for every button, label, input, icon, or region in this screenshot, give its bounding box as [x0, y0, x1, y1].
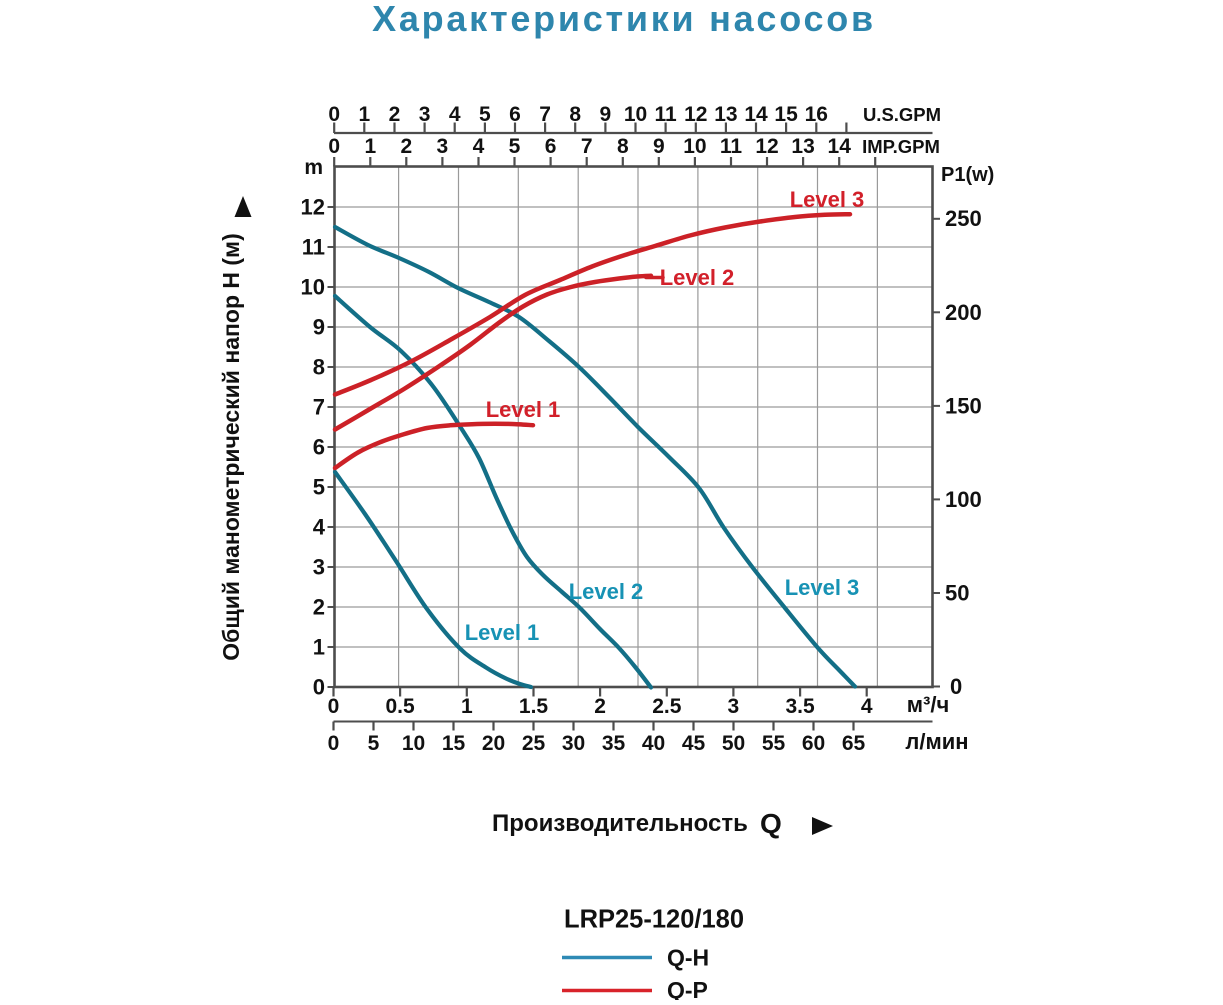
svg-text:150: 150 — [945, 393, 982, 418]
svg-text:0: 0 — [328, 695, 340, 718]
svg-text:10: 10 — [624, 103, 647, 126]
svg-text:8: 8 — [313, 355, 325, 380]
svg-text:0.5: 0.5 — [385, 695, 415, 718]
svg-text:5: 5 — [479, 103, 491, 126]
svg-text:4: 4 — [473, 135, 485, 158]
svg-text:2: 2 — [389, 103, 401, 126]
svg-text:7: 7 — [581, 135, 593, 158]
svg-text:Level 1: Level 1 — [486, 397, 561, 422]
svg-text:0: 0 — [950, 674, 962, 699]
svg-text:10: 10 — [301, 275, 325, 300]
svg-text:0: 0 — [328, 135, 340, 158]
svg-text:11: 11 — [302, 235, 325, 260]
svg-text:10: 10 — [683, 135, 706, 158]
svg-text:Q-H: Q-H — [667, 945, 709, 971]
svg-text:9: 9 — [653, 135, 665, 158]
svg-text:1.5: 1.5 — [519, 695, 549, 718]
svg-text:Q: Q — [760, 808, 782, 839]
svg-text:3: 3 — [313, 555, 325, 580]
svg-text:Q-P: Q-P — [667, 977, 708, 1000]
svg-text:1: 1 — [313, 635, 325, 660]
svg-text:55: 55 — [762, 732, 786, 755]
svg-text:11: 11 — [720, 135, 743, 158]
svg-text:5: 5 — [368, 732, 380, 755]
svg-text:60: 60 — [802, 732, 825, 755]
svg-text:LRP25-120/180: LRP25-120/180 — [564, 906, 744, 934]
svg-text:1: 1 — [358, 103, 370, 126]
svg-text:7: 7 — [539, 103, 551, 126]
svg-text:2: 2 — [594, 695, 606, 718]
svg-text:10: 10 — [402, 732, 425, 755]
svg-text:8: 8 — [569, 103, 581, 126]
svg-text:40: 40 — [642, 732, 665, 755]
svg-text:1: 1 — [364, 135, 376, 158]
svg-text:0: 0 — [313, 675, 325, 700]
svg-text:Общий манометрический напор Н: Общий манометрический напор Н (м) — [218, 233, 244, 660]
svg-text:30: 30 — [562, 732, 585, 755]
svg-text:35: 35 — [602, 732, 626, 755]
svg-text:5: 5 — [509, 135, 521, 158]
svg-text:12: 12 — [684, 103, 707, 126]
svg-text:20: 20 — [482, 732, 505, 755]
svg-text:100: 100 — [945, 487, 982, 512]
svg-text:3: 3 — [419, 103, 431, 126]
svg-text:Level 2: Level 2 — [660, 265, 735, 290]
svg-text:2.5: 2.5 — [652, 695, 682, 718]
svg-text:11: 11 — [654, 103, 677, 126]
svg-text:50: 50 — [722, 732, 745, 755]
svg-text:Производительность: Производительность — [492, 810, 748, 837]
svg-text:0: 0 — [328, 732, 340, 755]
svg-text:14: 14 — [828, 135, 852, 158]
svg-text:4: 4 — [449, 103, 461, 126]
svg-text:16: 16 — [805, 103, 828, 126]
svg-text:U.S.GPM: U.S.GPM — [863, 104, 941, 125]
svg-text:4: 4 — [313, 515, 326, 540]
svg-text:12: 12 — [755, 135, 778, 158]
svg-text:0: 0 — [328, 103, 340, 126]
svg-text:Level 3: Level 3 — [785, 575, 860, 600]
svg-text:л/мин: л/мин — [905, 729, 968, 754]
svg-text:14: 14 — [744, 103, 768, 126]
svg-text:200: 200 — [945, 300, 982, 325]
svg-text:Level 2: Level 2 — [569, 579, 644, 604]
svg-text:Level 3: Level 3 — [790, 187, 865, 212]
svg-text:12: 12 — [301, 195, 325, 220]
svg-text:м³/ч: м³/ч — [907, 692, 950, 717]
svg-text:4: 4 — [861, 695, 873, 718]
svg-text:15: 15 — [442, 732, 466, 755]
svg-text:25: 25 — [522, 732, 546, 755]
svg-text:3.5: 3.5 — [785, 695, 815, 718]
svg-text:6: 6 — [509, 103, 521, 126]
svg-text:7: 7 — [313, 395, 325, 420]
svg-text:9: 9 — [313, 315, 325, 340]
svg-text:m: m — [304, 156, 323, 179]
svg-text:8: 8 — [617, 135, 629, 158]
svg-text:15: 15 — [774, 103, 798, 126]
svg-text:250: 250 — [945, 206, 982, 231]
svg-text:2: 2 — [400, 135, 412, 158]
svg-text:Level 1: Level 1 — [465, 620, 540, 645]
svg-text:P1(w): P1(w) — [941, 164, 994, 186]
svg-text:6: 6 — [313, 435, 325, 460]
svg-text:13: 13 — [714, 103, 737, 126]
svg-text:2: 2 — [313, 595, 325, 620]
svg-text:5: 5 — [313, 475, 325, 500]
svg-text:Характеристики насосов: Характеристики насосов — [372, 0, 876, 39]
svg-text:65: 65 — [842, 732, 866, 755]
svg-text:50: 50 — [945, 581, 969, 606]
svg-text:13: 13 — [791, 135, 814, 158]
svg-text:IMP.GPM: IMP.GPM — [862, 136, 940, 157]
svg-text:1: 1 — [461, 695, 473, 718]
svg-text:3: 3 — [728, 695, 740, 718]
svg-text:45: 45 — [682, 732, 706, 755]
svg-text:3: 3 — [437, 135, 449, 158]
svg-text:9: 9 — [600, 103, 612, 126]
svg-text:6: 6 — [545, 135, 557, 158]
